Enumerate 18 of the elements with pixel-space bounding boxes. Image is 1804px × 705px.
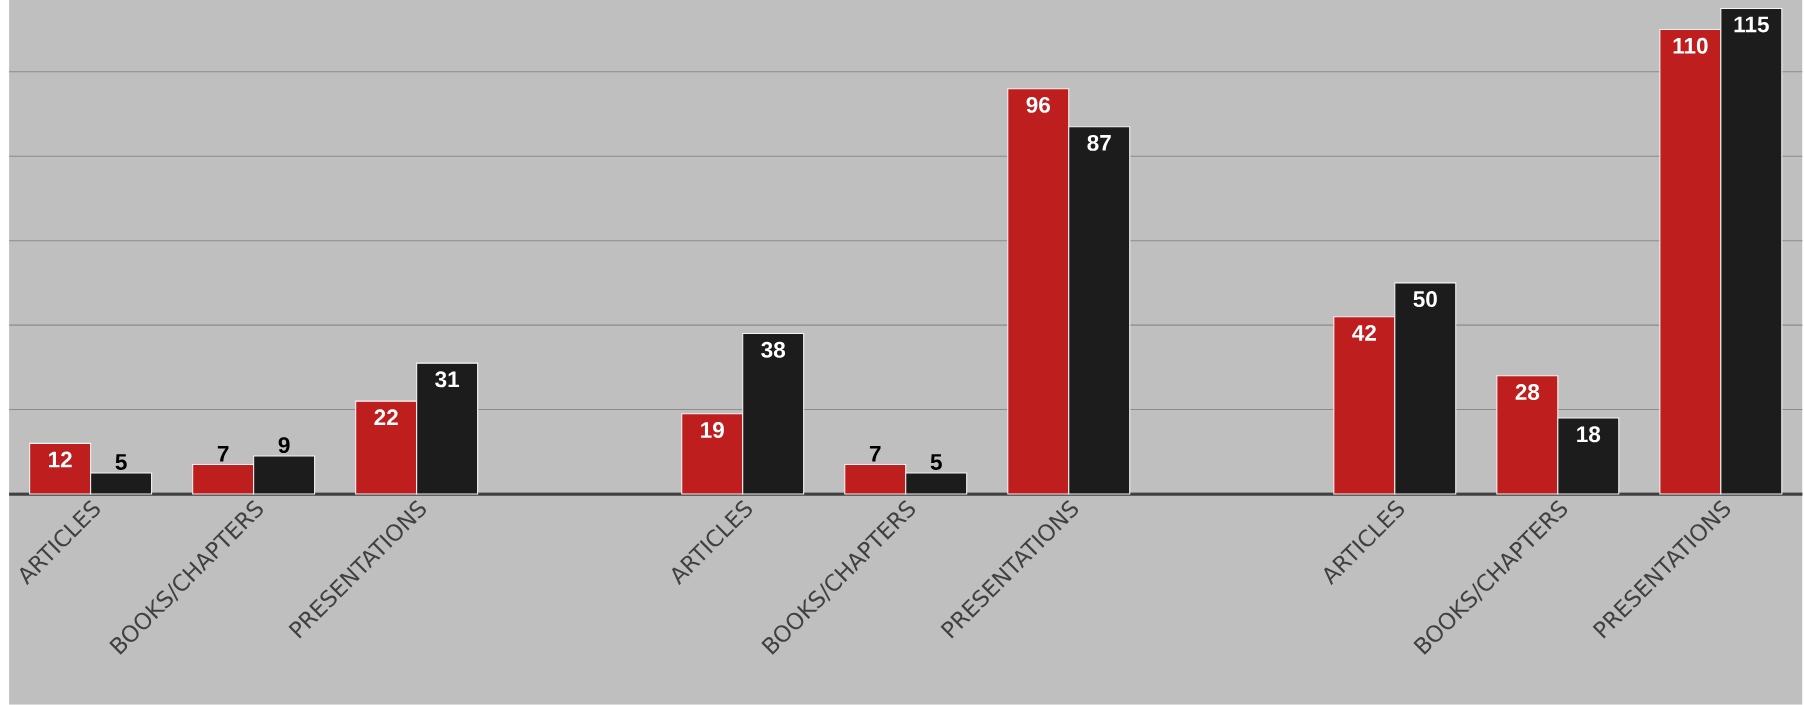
data-label: 115 xyxy=(1734,16,1769,33)
data-label: 50 xyxy=(1413,291,1437,308)
data-label: 42 xyxy=(1352,325,1376,341)
data-label: 87 xyxy=(1087,134,1111,151)
data-label: 7 xyxy=(217,446,229,462)
data-label: 28 xyxy=(1515,384,1540,401)
data-label: 110 xyxy=(1673,37,1708,54)
data-label: 96 xyxy=(1026,96,1050,113)
data-label: 18 xyxy=(1577,426,1601,443)
data-label: 38 xyxy=(761,341,786,358)
data-label: 7 xyxy=(869,446,881,462)
data-label: 5 xyxy=(930,454,942,471)
data-label: 22 xyxy=(374,409,398,426)
data-label: 5 xyxy=(115,454,127,471)
data-label: 31 xyxy=(435,371,460,388)
data-label: 9 xyxy=(278,437,290,454)
data-label: 19 xyxy=(701,422,724,439)
data-label: 12 xyxy=(49,451,72,468)
